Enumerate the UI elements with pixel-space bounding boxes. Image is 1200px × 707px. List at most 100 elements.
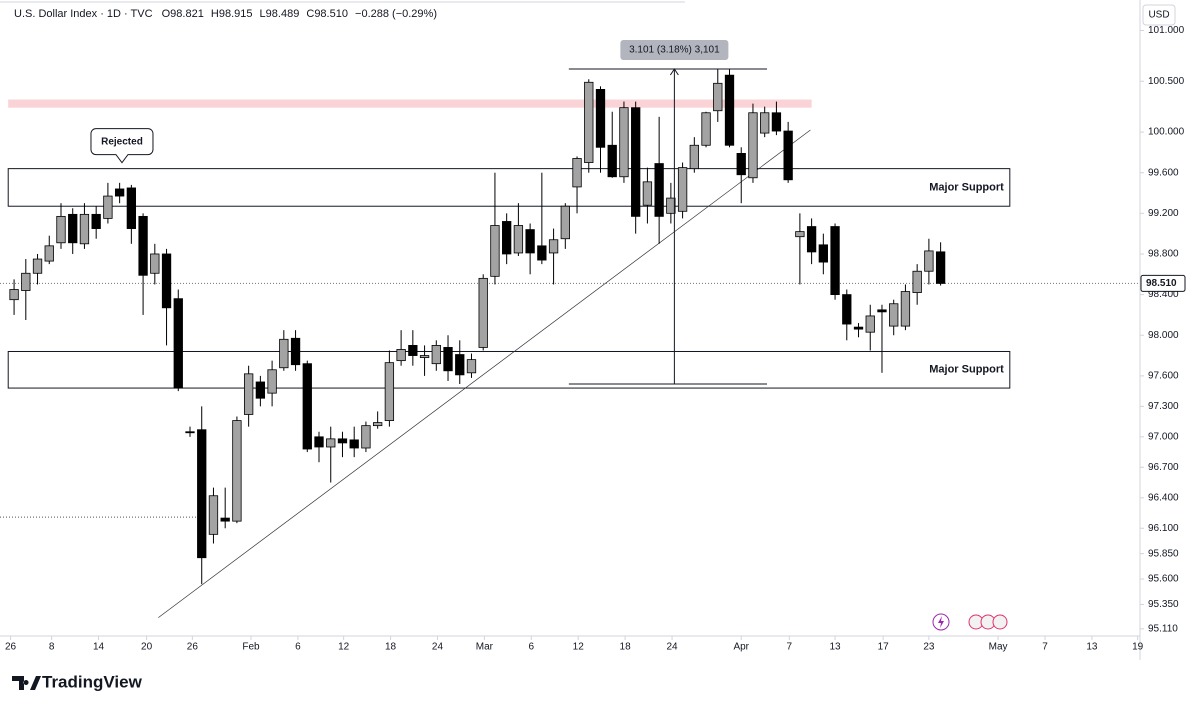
y-tick-label: 98.400 xyxy=(1148,289,1179,300)
x-tick-label: 26 xyxy=(5,642,17,653)
candle-body xyxy=(595,88,606,148)
y-tick-label: 95.350 xyxy=(1148,599,1179,610)
x-tick-label: 12 xyxy=(338,642,350,653)
candle-body xyxy=(68,213,78,244)
y-tick-label: 95.850 xyxy=(1148,548,1179,559)
ohlc-close: C98.510 xyxy=(306,8,348,20)
measure-label-box xyxy=(620,39,729,60)
symbol: U.S. Dollar Index · 1D · TVC xyxy=(14,8,153,20)
candle-body xyxy=(326,438,336,448)
candle-body xyxy=(243,373,254,415)
x-tick-label: Feb xyxy=(242,642,260,653)
candle-body xyxy=(912,270,922,293)
candle-body xyxy=(466,359,477,374)
candle-body xyxy=(560,205,570,240)
y-tick-label: 100.500 xyxy=(1148,76,1185,87)
ohlc-open: O98.821 xyxy=(162,8,204,20)
x-tick-label: 24 xyxy=(432,642,444,653)
resistance-band xyxy=(8,99,812,108)
y-tick-label: 97.600 xyxy=(1148,371,1179,382)
candle-body xyxy=(490,225,500,277)
candle-body xyxy=(877,309,887,313)
candle-body xyxy=(91,213,101,229)
callout-text: Rejected xyxy=(101,136,143,147)
candle-body xyxy=(631,107,641,217)
candle-body xyxy=(431,344,441,365)
candle-body xyxy=(771,112,782,132)
y-tick-label: 99.600 xyxy=(1148,167,1179,178)
x-tick-label: 24 xyxy=(666,642,678,653)
candle-body xyxy=(161,253,172,309)
y-tick-label: 101.000 xyxy=(1148,25,1185,36)
candle-body xyxy=(677,167,688,212)
candle-body xyxy=(889,303,899,327)
candle-body xyxy=(584,81,594,163)
candle-body xyxy=(197,429,207,559)
candle-body xyxy=(724,74,735,146)
candle-body xyxy=(924,250,934,272)
candle-body xyxy=(502,221,512,255)
ohlc-low: L98.489 xyxy=(260,8,300,20)
candle-body xyxy=(513,225,524,254)
y-tick-label: 97.000 xyxy=(1148,431,1179,442)
candle-body xyxy=(537,245,547,261)
candle-body xyxy=(795,231,805,238)
currency[interactable]: USD xyxy=(1148,10,1169,21)
x-tick-label: 13 xyxy=(1086,642,1098,653)
candle-body xyxy=(208,495,219,535)
ohlc-change: −0.288 (−0.29%) xyxy=(355,8,437,20)
y-tick-label: 100.000 xyxy=(1148,127,1185,138)
candle-body xyxy=(455,354,465,376)
candle-body xyxy=(760,112,770,134)
candle-body xyxy=(337,438,348,444)
candle-body xyxy=(44,245,54,262)
x-tick-label: 17 xyxy=(878,642,890,653)
y-tick-label: 95.110 xyxy=(1148,623,1178,634)
candle-body xyxy=(701,112,711,146)
candle-body xyxy=(103,195,113,219)
candle-body xyxy=(185,431,195,434)
x-tick-label: 6 xyxy=(295,642,301,653)
candle-body xyxy=(654,163,664,217)
x-tick-label: 20 xyxy=(141,642,153,653)
callout-bubble xyxy=(90,128,154,164)
x-tick-label: 8 xyxy=(49,642,55,653)
event-bolt xyxy=(938,616,944,628)
candle-body xyxy=(79,213,90,245)
x-tick-label: 26 xyxy=(187,642,199,653)
x-tick-label: Mar xyxy=(476,642,494,653)
candle-body xyxy=(173,298,183,389)
candle-body xyxy=(21,272,31,291)
candle-body xyxy=(572,158,582,188)
zone-label: Major Support xyxy=(929,181,1004,193)
y-tick-label: 97.300 xyxy=(1148,401,1179,412)
event-icon[interactable] xyxy=(932,613,950,631)
currency-button[interactable] xyxy=(1142,4,1176,26)
logo-mark xyxy=(12,676,41,690)
x-tick-label: 6 xyxy=(529,642,535,653)
y-tick-label: 96.700 xyxy=(1148,462,1179,473)
y-tick-label: 98.000 xyxy=(1148,330,1179,341)
economic-events[interactable] xyxy=(968,614,1008,630)
x-tick-label: 13 xyxy=(829,642,841,653)
candle-body xyxy=(842,294,852,325)
y-tick-label: 96.100 xyxy=(1148,523,1179,534)
measure-label: 3.101 (3.18%) 3,101 xyxy=(629,45,720,56)
trendline xyxy=(158,129,811,618)
candle-body xyxy=(32,258,43,274)
x-tick-label: May xyxy=(989,642,1008,653)
ohlc-high: H98.915 xyxy=(211,8,253,20)
candle-body xyxy=(150,253,160,274)
x-tick-label: 23 xyxy=(923,642,935,653)
candle-body xyxy=(408,344,418,356)
candle-body xyxy=(9,289,19,301)
last-price-label: 98.510 xyxy=(1146,278,1177,289)
candle-body xyxy=(806,226,817,253)
y-tick-label: 95.600 xyxy=(1148,574,1179,585)
support-zone xyxy=(7,350,1011,389)
x-tick-label: 12 xyxy=(573,642,585,653)
flag-icon xyxy=(992,614,1008,630)
y-tick-label: 98.800 xyxy=(1148,249,1179,260)
candle-body xyxy=(220,517,230,522)
x-tick-label: 7 xyxy=(1042,642,1048,653)
